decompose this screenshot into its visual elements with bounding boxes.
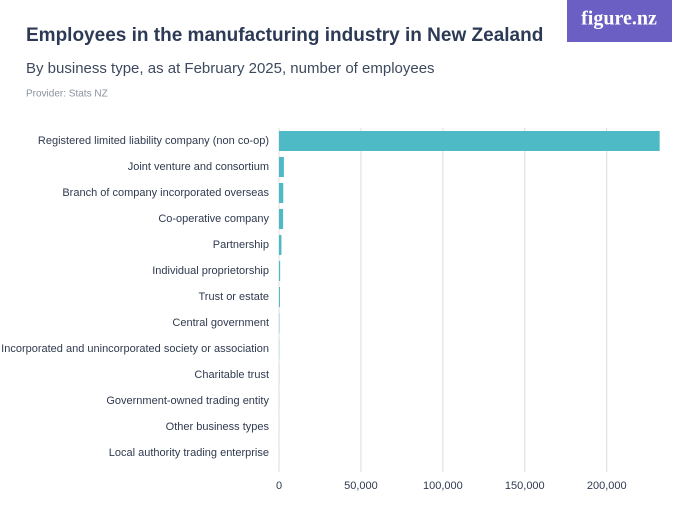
y-tick-label: Partnership (213, 239, 269, 251)
bar (279, 235, 282, 255)
bar (279, 157, 284, 177)
logo: figure.nz (581, 8, 657, 30)
y-tick-label: Charitable trust (194, 369, 269, 381)
y-tick-label: Individual proprietorship (152, 265, 269, 277)
y-tick-label: Branch of company incorporated overseas (62, 187, 269, 199)
bar (279, 209, 284, 229)
y-tick-label: Incorporated and unincorporated society … (1, 343, 269, 355)
bar (279, 261, 281, 281)
y-tick-label: Joint venture and consortium (128, 161, 269, 173)
y-tick-label: Trust or estate (198, 291, 269, 303)
x-tick-label: 200,000 (587, 480, 627, 492)
chart-subtitle: By business type, as at February 2025, n… (26, 60, 435, 77)
x-tick-label: 0 (276, 480, 282, 492)
logo-box (567, 0, 672, 42)
y-tick-label: Other business types (166, 421, 270, 433)
y-tick-label: Registered limited liability company (no… (38, 135, 269, 147)
bar (279, 287, 280, 307)
x-tick-label: 50,000 (344, 480, 378, 492)
bar (279, 183, 284, 203)
bar (279, 131, 660, 151)
x-tick-label: 150,000 (505, 480, 545, 492)
source: Provider: Stats NZ (26, 89, 108, 100)
x-tick-label: 100,000 (423, 480, 463, 492)
chart-title: Employees in the manufacturing industry … (26, 25, 543, 46)
y-tick-label: Co-operative company (158, 213, 269, 225)
y-tick-label: Central government (172, 317, 269, 329)
y-tick-label: Local authority trading enterprise (109, 447, 269, 459)
y-tick-label: Government-owned trading entity (106, 395, 269, 407)
